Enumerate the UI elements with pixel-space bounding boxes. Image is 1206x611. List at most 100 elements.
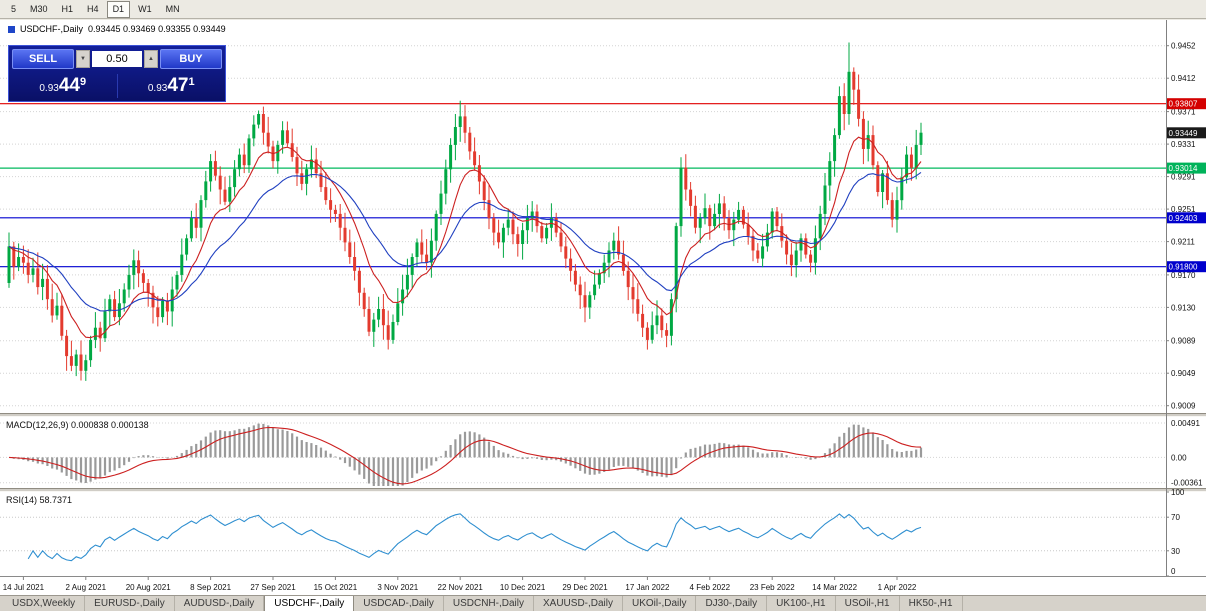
pane-separator[interactable]	[0, 488, 1206, 492]
candle-body	[578, 284, 582, 296]
candle-body	[185, 238, 189, 255]
candle-body	[319, 173, 323, 188]
macd-axis-label: 0.00491	[1171, 419, 1200, 428]
candle-body	[756, 250, 760, 259]
timeframe-button-h4[interactable]: H4	[87, 3, 99, 14]
price-tag	[1166, 127, 1206, 139]
candle-body	[559, 232, 563, 247]
date-label: 15 Oct 2021	[314, 583, 358, 592]
candle-body	[420, 242, 424, 255]
candle-body	[890, 200, 894, 220]
candle-body	[98, 327, 102, 339]
macd-axis-label: -0.00361	[1171, 479, 1203, 488]
pane-separator[interactable]	[0, 413, 1206, 417]
candle-body	[127, 274, 131, 290]
candle-body	[809, 254, 813, 263]
macd-axis-label: 0.00	[1171, 453, 1187, 462]
candle-body	[713, 213, 717, 227]
sell-price: 0.93 44 9	[9, 75, 117, 97]
candle-body	[434, 213, 438, 241]
tab-ukoil-daily[interactable]: UKOil-,Daily	[623, 596, 697, 611]
candle-body	[314, 159, 318, 174]
sell-button[interactable]: SELL	[12, 49, 74, 69]
candle-body	[593, 284, 597, 296]
candle-body	[257, 114, 261, 125]
candle-body	[708, 208, 712, 227]
candle-body	[194, 218, 198, 228]
y-axis-label: 0.9049	[1171, 369, 1196, 378]
timeframe-button-mn[interactable]: MN	[165, 3, 180, 14]
candle-body	[156, 307, 160, 318]
volume-decrease-icon[interactable]: ▼	[76, 50, 90, 68]
date-label: 14 Mar 2022	[812, 583, 857, 592]
candle-body	[60, 305, 64, 336]
candle-body	[477, 165, 481, 182]
trade-panel-prices: 0.93 44 9 0.93 47 1	[9, 71, 225, 101]
candle-body	[113, 299, 117, 318]
candle-body	[161, 300, 165, 318]
candle-body	[497, 232, 501, 243]
candle-body	[785, 240, 789, 255]
pane-separator-bar[interactable]	[0, 413, 1206, 417]
candle-body	[679, 167, 683, 227]
timeframe-button-w1[interactable]: W1	[138, 3, 152, 14]
candle-body	[377, 309, 381, 320]
date-label: 27 Sep 2021	[250, 583, 296, 592]
buy-button[interactable]: BUY	[160, 49, 222, 69]
tab-audusd-daily[interactable]: AUDUSD-,Daily	[175, 596, 265, 611]
candle-body	[569, 258, 573, 271]
macd-signal-line	[8, 426, 922, 485]
candle-body	[285, 130, 289, 144]
candle-body	[612, 240, 616, 251]
sell-price-major: 0.93	[39, 83, 59, 94]
candle-body	[36, 268, 40, 288]
candle-body	[367, 309, 371, 332]
candle-body	[698, 218, 702, 228]
y-axis-label: 0.9331	[1171, 140, 1196, 149]
tab-usdx-weekly[interactable]: USDX,Weekly	[3, 596, 86, 611]
candle-body	[607, 250, 611, 263]
timeframe-button-h1[interactable]: H1	[61, 3, 74, 14]
timeframe-button-d1[interactable]: D1	[106, 0, 131, 18]
candle-body	[564, 246, 568, 259]
pane-separator-bar[interactable]	[0, 488, 1206, 492]
y-axis-label: 0.9452	[1171, 42, 1196, 51]
candle-body	[348, 242, 352, 257]
candle-body	[266, 132, 270, 147]
price-tag-label: 0.91800	[1169, 263, 1198, 272]
candle-body	[309, 159, 313, 170]
trade-panel-controls: SELL ▼ 0.50 ▲ BUY	[9, 46, 225, 71]
candle-body	[137, 260, 141, 274]
tab-uk100-h1[interactable]: UK100-,H1	[767, 596, 836, 611]
tab-eurusd-daily[interactable]: EURUSD-,Daily	[85, 596, 175, 611]
candle-body	[41, 278, 45, 287]
tab-xauusd-daily[interactable]: XAUUSD-,Daily	[534, 596, 623, 611]
candle-body	[410, 257, 414, 275]
candle-body	[247, 138, 251, 166]
chart-tab-bar: USDX,Weekly EURUSD-,Daily AUDUSD-,Daily USD…	[0, 595, 1206, 611]
candle-body	[199, 200, 203, 228]
candle-body	[905, 154, 909, 178]
tab-usdcad-daily[interactable]: USDCAD-,Daily	[354, 596, 444, 611]
tab-dj30-daily[interactable]: DJ30-,Daily	[696, 596, 768, 611]
candle-body	[396, 303, 400, 322]
chart-canvas[interactable]: 0.94520.94120.93710.93310.92910.92510.92…	[0, 20, 1206, 595]
chart-window: 0.9452 0.9412 0.9371 0.9331 0.9291 0.9251 0.92…	[0, 20, 1206, 595]
timeframe-button-m30[interactable]: M30	[30, 3, 48, 14]
volume-input[interactable]: 0.50	[92, 51, 142, 67]
candle-body	[828, 161, 832, 186]
candle-body	[69, 356, 73, 366]
candle-body	[861, 118, 865, 149]
volume-increase-icon[interactable]: ▲	[144, 50, 158, 68]
candle-body	[588, 295, 592, 308]
candle-body	[804, 238, 808, 255]
candle-body	[521, 230, 525, 244]
tab-hk50-h1[interactable]: HK50-,H1	[900, 596, 963, 611]
candle-body	[650, 325, 654, 340]
timeframe-button-5[interactable]: 5	[11, 3, 17, 14]
tab-usoil-h1[interactable]: USOil-,H1	[836, 596, 900, 611]
tab-usdcnh-daily[interactable]: USDCNH-,Daily	[444, 596, 534, 611]
candle-body	[333, 209, 337, 214]
tab-usdchf-daily[interactable]: USDCHF-,Daily	[264, 596, 355, 611]
date-label: 10 Dec 2021	[500, 583, 546, 592]
